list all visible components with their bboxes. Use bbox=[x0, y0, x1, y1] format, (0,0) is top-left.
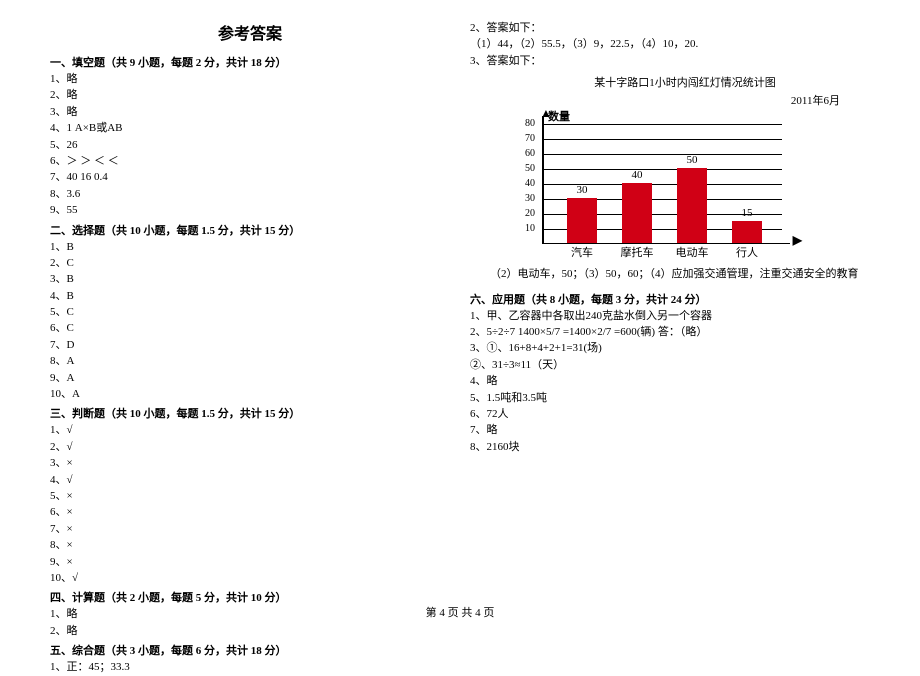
section-3-line: 8、× bbox=[50, 538, 450, 553]
section-2-line: 3、B bbox=[50, 272, 450, 287]
grid-line bbox=[542, 154, 782, 155]
section-1-line: 2、略 bbox=[50, 88, 450, 103]
pre-line: 2、答案如下： bbox=[470, 21, 870, 36]
chart-bar bbox=[622, 183, 652, 243]
section-6-line: 3、①、16+8+4+2+1=31(场) bbox=[470, 341, 870, 356]
section-6-line: 1、甲、乙容器中各取出240克盐水倒入另一个容器 bbox=[470, 309, 870, 324]
y-tick-label: 30 bbox=[500, 193, 535, 204]
section-2-line: 9、A bbox=[50, 371, 450, 386]
page-title: 参考答案 bbox=[50, 20, 450, 44]
section-3-line: 10、√ bbox=[50, 571, 450, 586]
section-1-line: 9、55 bbox=[50, 203, 450, 218]
y-tick-label: 70 bbox=[500, 133, 535, 144]
y-axis-line bbox=[542, 116, 544, 244]
pre-line: 3、答案如下： bbox=[470, 54, 870, 69]
section-2-header: 二、选择题（共 10 小题，每题 1.5 分，共计 15 分） bbox=[50, 222, 450, 238]
section-1-line: 7、40 16 0.4 bbox=[50, 170, 450, 185]
chart-bar bbox=[677, 168, 707, 243]
section-3-line: 3、× bbox=[50, 456, 450, 471]
section-4-header: 四、计算题（共 2 小题，每题 5 分，共计 10 分） bbox=[50, 589, 450, 605]
section-2-line: 2、C bbox=[50, 256, 450, 271]
section-3-line: 5、× bbox=[50, 489, 450, 504]
section-4-line: 1、略 bbox=[50, 607, 450, 622]
section-3-line: 2、√ bbox=[50, 440, 450, 455]
section-6-line: 7、略 bbox=[470, 423, 870, 438]
section-3: 三、判断题（共 10 小题，每题 1.5 分，共计 15 分） 1、√ 2、√3、… bbox=[50, 405, 450, 586]
chart-box: 数量 ▲ ▶ 102030405060708030汽车40摩托车50电动车15行… bbox=[500, 112, 800, 262]
post-chart-text: （2）电动车，50；（3）50，60；（4）应加强交通管理，注重交通安全的教育 bbox=[490, 267, 870, 282]
section-1-line: 8、3.6 bbox=[50, 187, 450, 202]
section-2-line: 5、C bbox=[50, 305, 450, 320]
bar-value-label: 40 bbox=[622, 169, 652, 181]
section-2-line: 7、D bbox=[50, 338, 450, 353]
section-1-line: 4、1 A×B或AB bbox=[50, 121, 450, 136]
section-6-line: 4、略 bbox=[470, 374, 870, 389]
section-4: 四、计算题（共 2 小题，每题 5 分，共计 10 分） 1、略 2、略 bbox=[50, 589, 450, 639]
section-4-line: 2、略 bbox=[50, 624, 450, 639]
y-tick-label: 50 bbox=[500, 163, 535, 174]
x-axis-arrow-icon: ▶ bbox=[793, 233, 802, 248]
section-3-line: 1、√ bbox=[50, 423, 450, 438]
section-6-line: ②、31÷3≈11（天） bbox=[470, 358, 870, 373]
section-2-line: 4、B bbox=[50, 289, 450, 304]
left-column: 参考答案 一、填空题（共 9 小题，每题 2 分，共计 18 分） 1、略2、略… bbox=[40, 20, 460, 590]
chart-bar bbox=[567, 198, 597, 243]
chart-bar bbox=[732, 221, 762, 244]
section-2-line: 8、A bbox=[50, 354, 450, 369]
section-1-line: 5、26 bbox=[50, 138, 450, 153]
x-tick-label: 汽车 bbox=[562, 244, 602, 260]
section-2-line: 1、B bbox=[50, 240, 450, 255]
section-3-line: 9、× bbox=[50, 555, 450, 570]
chart-area: 某十字路口1小时内闯红灯情况统计图 2011年6月 数量 ▲ ▶ 1020304… bbox=[500, 74, 870, 262]
section-5-header: 五、综合题（共 3 小题，每题 6 分，共计 18 分） bbox=[50, 642, 450, 658]
section-3-header: 三、判断题（共 10 小题，每题 1.5 分，共计 15 分） bbox=[50, 405, 450, 421]
y-tick-label: 40 bbox=[500, 178, 535, 189]
section-6-line: 2、5÷2÷7 1400×5/7 =1400×2/7 =600(辆) 答：（略） bbox=[470, 325, 870, 340]
y-tick-label: 20 bbox=[500, 208, 535, 219]
section-5: 五、综合题（共 3 小题，每题 6 分，共计 18 分） 1、正：45；33.3 bbox=[50, 642, 450, 675]
section-1-line: 1、略 bbox=[50, 72, 450, 87]
chart-title: 某十字路口1小时内闯红灯情况统计图 bbox=[500, 74, 870, 90]
x-tick-label: 电动车 bbox=[672, 244, 712, 260]
section-3-line: 7、× bbox=[50, 522, 450, 537]
bar-value-label: 15 bbox=[732, 207, 762, 219]
section-3-line: 4、√ bbox=[50, 473, 450, 488]
y-tick-label: 60 bbox=[500, 148, 535, 159]
grid-line bbox=[542, 169, 782, 170]
section-2-line: 6、C bbox=[50, 321, 450, 336]
x-tick-label: 行人 bbox=[727, 244, 767, 260]
section-5-line: 1、正：45；33.3 bbox=[50, 660, 450, 675]
section-3-line: 6、× bbox=[50, 505, 450, 520]
section-6-header: 六、应用题（共 8 小题，每题 3 分，共计 24 分） bbox=[470, 291, 870, 307]
y-tick-label: 80 bbox=[500, 118, 535, 129]
section-6: 六、应用题（共 8 小题，每题 3 分，共计 24 分） 1、甲、乙容器中各取出… bbox=[470, 291, 870, 456]
section-6-line: 5、1.5吨和3.5吨 bbox=[470, 391, 870, 406]
x-tick-label: 摩托车 bbox=[617, 244, 657, 260]
section-6-line: 6、72人 bbox=[470, 407, 870, 422]
bar-value-label: 30 bbox=[567, 184, 597, 196]
page: 参考答案 一、填空题（共 9 小题，每题 2 分，共计 18 分） 1、略2、略… bbox=[0, 0, 920, 600]
pre-line: （1）44，（2）55.5，（3）9，22.5，（4）10，20. bbox=[470, 37, 870, 52]
bar-value-label: 50 bbox=[677, 154, 707, 166]
section-1-header: 一、填空题（共 9 小题，每题 2 分，共计 18 分） bbox=[50, 54, 450, 70]
section-2: 二、选择题（共 10 小题，每题 1.5 分，共计 15 分） 1、B2、C3、… bbox=[50, 222, 450, 403]
y-tick-label: 10 bbox=[500, 223, 535, 234]
section-1-line: 6、＞ ＞ ＜ ＜ bbox=[50, 154, 450, 169]
section-1-line: 3、略 bbox=[50, 105, 450, 120]
section-6-line: 8、2160块 bbox=[470, 440, 870, 455]
right-column: 2、答案如下： （1）44，（2）55.5，（3）9，22.5，（4）10，20… bbox=[460, 20, 880, 590]
grid-line bbox=[542, 139, 782, 140]
grid-line bbox=[542, 124, 782, 125]
section-1: 一、填空题（共 9 小题，每题 2 分，共计 18 分） 1、略2、略 3、略4、… bbox=[50, 54, 450, 219]
section-2-line: 10、A bbox=[50, 387, 450, 402]
